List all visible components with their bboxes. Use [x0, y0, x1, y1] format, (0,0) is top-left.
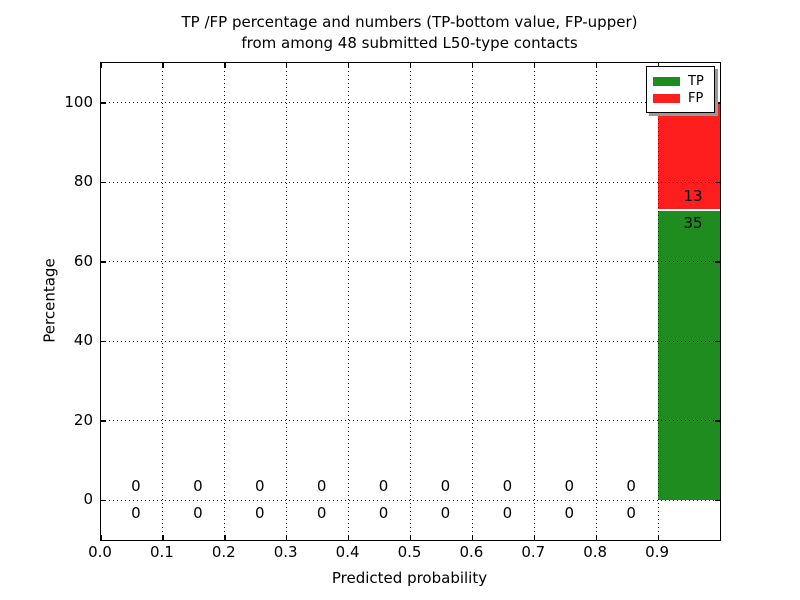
bar-segment-fp [658, 102, 720, 210]
x-tick-mark [100, 535, 102, 540]
fp-count-label: 0 [378, 477, 389, 496]
y-tick-mark-right [715, 261, 720, 263]
gridline-vertical [162, 63, 164, 540]
gridline-vertical [471, 63, 473, 540]
tp-count-label: 0 [502, 504, 513, 523]
y-tick-mark [101, 420, 106, 422]
x-tick-mark-top [162, 63, 164, 68]
y-tick-label: 40 [73, 331, 93, 350]
gridline-vertical [657, 63, 659, 540]
x-tick-mark-top [595, 63, 597, 68]
x-axis-label: Predicted probability [331, 569, 488, 587]
x-tick-label: 0.4 [335, 543, 360, 561]
tp-count-label: 0 [626, 504, 636, 523]
legend-swatch-tp [653, 76, 680, 86]
y-tick-label: 80 [73, 172, 93, 191]
y-tick-label: 100 [64, 92, 93, 111]
y-tick-mark-right [715, 181, 720, 184]
y-tick-mark [101, 499, 106, 502]
y-tick-label: 0 [83, 490, 93, 509]
x-tick-label: 0.3 [273, 543, 298, 561]
gridline-vertical [286, 63, 288, 540]
tp-count-label: 0 [378, 504, 389, 523]
tp-count-label: 35 [683, 214, 703, 233]
y-tick-mark [101, 340, 106, 343]
x-tick-label: 0.8 [583, 543, 608, 561]
y-axis-label: Percentage [40, 258, 59, 343]
y-tick-label: 20 [73, 410, 93, 429]
x-tick-mark-top [286, 63, 288, 68]
fp-count-label: 0 [131, 477, 141, 496]
fp-count-label: 13 [683, 187, 703, 206]
gridline-vertical [533, 63, 535, 540]
x-tick-mark-top [471, 63, 474, 68]
gridline-vertical [595, 63, 597, 540]
fp-count-label: 0 [316, 477, 327, 496]
chart-title-line2: from among 48 submitted L50-type contact… [241, 34, 578, 52]
gridline-vertical [410, 63, 411, 540]
x-tick-mark [471, 535, 474, 540]
legend-label-fp: FP [688, 90, 704, 106]
x-tick-mark-top [410, 63, 412, 68]
tp-count-label: 0 [254, 504, 265, 523]
x-tick-label: 0.9 [645, 543, 670, 561]
y-tick-mark [101, 181, 106, 184]
y-tick-mark [101, 261, 106, 263]
x-tick-mark-top [348, 63, 350, 68]
chart-title: TP /FP percentage and numbers (TP-bottom… [100, 12, 719, 54]
x-tick-mark [533, 535, 536, 540]
x-tick-mark-top [657, 63, 659, 68]
x-tick-label: 0.0 [88, 543, 112, 561]
bar-segment-tp [658, 210, 720, 501]
x-tick-mark [595, 535, 597, 540]
y-tick-mark-right [715, 499, 720, 502]
x-tick-mark-top [100, 63, 102, 68]
y-tick-mark [101, 102, 106, 104]
legend-label-tp: TP [688, 73, 704, 89]
x-tick-label: 0.2 [211, 543, 236, 561]
tp-count-label: 0 [564, 504, 575, 523]
x-tick-mark [162, 535, 164, 540]
y-tick-mark-right [715, 420, 720, 422]
fp-count-label: 0 [626, 477, 636, 496]
x-tick-mark [410, 535, 412, 540]
x-tick-label: 0.5 [397, 543, 422, 561]
legend-swatch-fp [653, 93, 680, 103]
y-tick-mark-right [715, 102, 720, 104]
gridline-vertical [348, 63, 350, 540]
tp-count-label: 0 [131, 504, 141, 523]
legend-entry-tp: TP [653, 75, 708, 88]
plot-area: 0 0 0 0 0 0 0 0 0 0 0 0 0 0 0 0 0 0 13 35 [100, 62, 721, 541]
tp-count-label: 0 [193, 504, 203, 523]
x-tick-mark [348, 535, 350, 540]
x-tick-label: 0.1 [149, 543, 174, 561]
x-tick-mark [657, 535, 659, 540]
chart-title-line1: TP /FP percentage and numbers (TP-bottom… [181, 13, 638, 31]
x-tick-label: 0.6 [459, 543, 484, 561]
y-tick-label: 60 [73, 251, 93, 270]
x-tick-label: 0.7 [521, 543, 546, 561]
fp-count-label: 0 [254, 477, 265, 496]
legend: TP FP [646, 66, 715, 113]
x-tick-mark-top [533, 63, 536, 68]
fp-count-label: 0 [502, 477, 513, 496]
fp-count-label: 0 [564, 477, 575, 496]
x-tick-mark [224, 535, 226, 540]
x-tick-mark-top [224, 63, 226, 68]
x-tick-mark [286, 535, 288, 540]
legend-entry-fp: FP [653, 92, 708, 105]
tp-count-label: 0 [316, 504, 327, 523]
y-tick-mark-right [715, 340, 720, 343]
tp-count-label: 0 [440, 504, 451, 523]
fp-count-label: 0 [440, 477, 451, 496]
gridline-vertical [224, 63, 226, 540]
fp-count-label: 0 [193, 477, 203, 496]
